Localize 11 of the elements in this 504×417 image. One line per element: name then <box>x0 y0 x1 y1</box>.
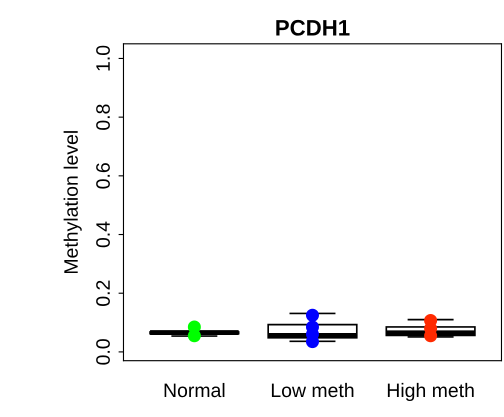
y-tick-label: 0.2 <box>96 280 110 306</box>
x-tick-label: High meth <box>388 382 474 402</box>
y-tick-label: 1.0 <box>96 46 110 70</box>
y-tick-label: 0.0 <box>96 339 110 365</box>
x-tick-label: Normal <box>164 382 224 398</box>
x-tick-label: Low meth <box>272 382 354 398</box>
y-tick-label: 0.6 <box>96 163 110 189</box>
chart-title: PCDH1 <box>276 20 350 36</box>
y-tick-label: 0.8 <box>96 104 110 130</box>
y-axis-title: Methylation level <box>64 131 82 274</box>
y-tick-label: 0.4 <box>96 222 110 248</box>
